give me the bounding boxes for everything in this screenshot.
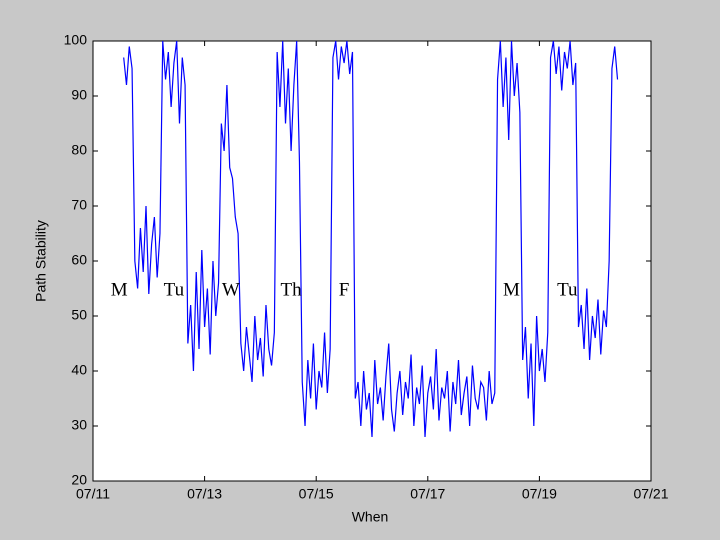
day-annotation: Tu: [557, 280, 578, 301]
x-tick-label: 07/15: [299, 486, 334, 502]
day-annotation: M: [503, 280, 520, 301]
x-tick-label: 07/13: [187, 486, 222, 502]
x-tick-label: 07/11: [76, 486, 110, 502]
day-annotation: Th: [281, 280, 303, 301]
y-tick-label: 70: [71, 197, 87, 213]
x-tick-label: 07/17: [410, 486, 445, 502]
y-tick-label: 90: [71, 87, 87, 103]
day-annotation: M: [111, 280, 128, 301]
plot-area: [92, 40, 652, 482]
y-tick-label: 100: [64, 32, 88, 48]
y-tick-label: 40: [71, 362, 87, 378]
y-tick-label: 30: [71, 417, 87, 433]
x-axis-label: When: [352, 509, 389, 525]
y-tick-label: 50: [71, 307, 87, 323]
x-tick-label: 07/19: [522, 486, 557, 502]
day-annotation: W: [222, 280, 240, 301]
x-tick-label: 07/21: [633, 486, 668, 502]
day-annotation: Tu: [164, 280, 185, 301]
y-axis-label: Path Stability: [33, 220, 49, 302]
y-tick-label: 20: [71, 472, 87, 488]
data-line: [123, 40, 619, 438]
day-annotation: F: [339, 280, 350, 301]
y-tick-label: 80: [71, 142, 87, 158]
y-tick-label: 60: [71, 252, 87, 268]
